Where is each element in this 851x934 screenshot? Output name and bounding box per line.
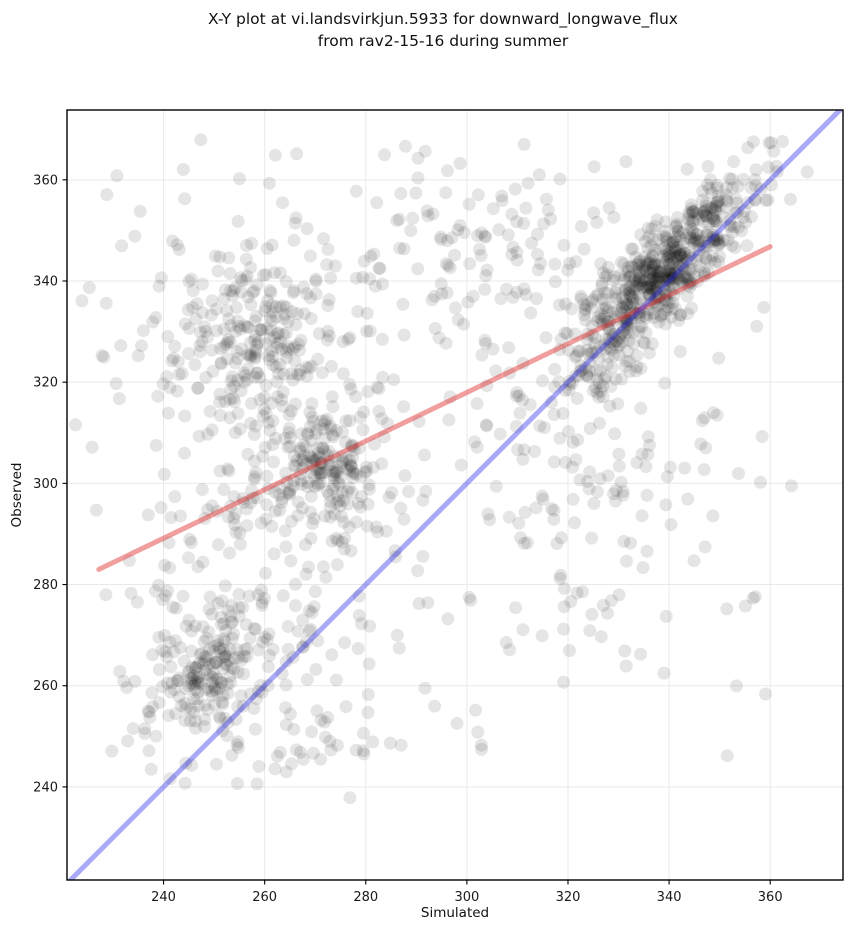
x-tick-label: 320 xyxy=(556,890,581,905)
x-tick-label: 340 xyxy=(657,890,682,905)
y-tick-label: 360 xyxy=(33,173,58,188)
y-axis-label: Observed xyxy=(9,462,25,528)
y-tick-label: 240 xyxy=(33,780,58,795)
x-axis-label: Simulated xyxy=(420,905,490,921)
x-tick-label: 300 xyxy=(454,890,479,905)
y-tick-label: 260 xyxy=(33,679,58,694)
y-tick-label: 300 xyxy=(33,477,58,492)
plot-title: X-Y plot at vi.landsvirkjun.5933 for dow… xyxy=(55,8,831,52)
x-tick-label: 280 xyxy=(353,890,378,905)
plot-title-line2: from rav2-15-16 during summer xyxy=(317,32,569,50)
y-tick-label: 340 xyxy=(33,274,58,289)
x-tick-label: 260 xyxy=(252,890,277,905)
y-tick-label: 280 xyxy=(33,578,58,593)
plot-title-line1: X-Y plot at vi.landsvirkjun.5933 for dow… xyxy=(208,10,678,28)
y-tick-label: 320 xyxy=(33,376,58,391)
x-tick-label: 240 xyxy=(151,890,176,905)
x-tick-label: 360 xyxy=(758,890,783,905)
